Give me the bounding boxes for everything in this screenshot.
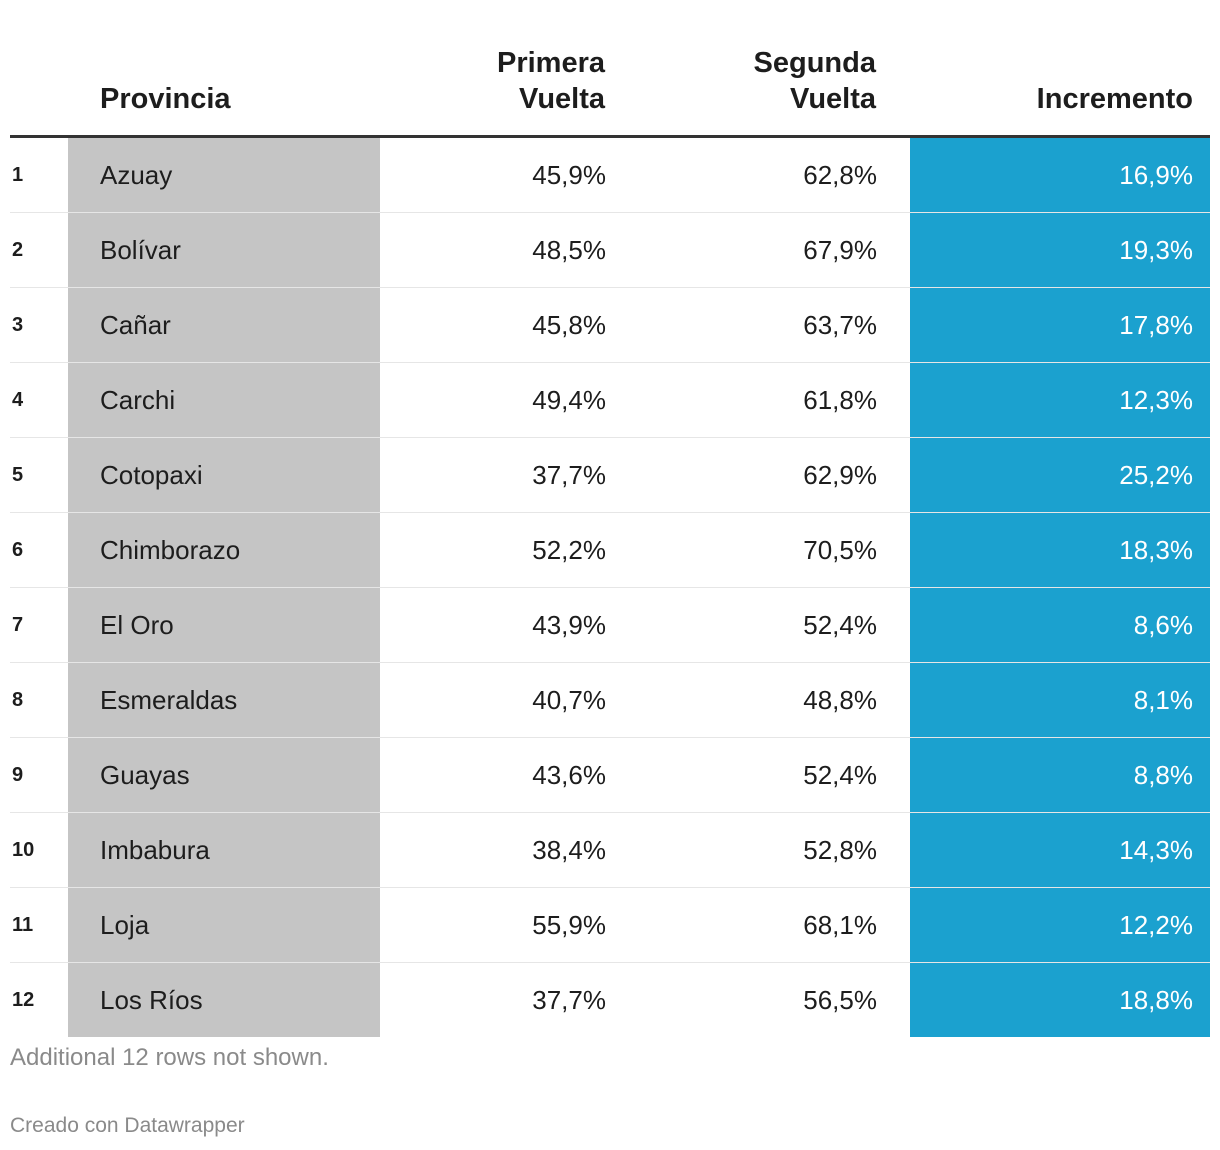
primera-vuelta-cell: 55,9% xyxy=(532,909,606,940)
segunda-vuelta-cell: 52,4% xyxy=(803,609,877,640)
primera-vuelta-cell: 37,7% xyxy=(532,984,606,1015)
provincia-cell: Imbabura xyxy=(68,813,380,887)
provincia-cell: Loja xyxy=(68,888,380,962)
table-row: 3 Cañar 45,8% 63,7% 17,8% xyxy=(10,288,1210,363)
incremento-cell: 8,8% xyxy=(910,738,1210,812)
table-row: 2 Bolívar 48,5% 67,9% 19,3% xyxy=(10,213,1210,288)
header-primera-line2: Vuelta xyxy=(519,83,605,115)
provincia-cell: Los Ríos xyxy=(68,963,380,1037)
table-row: 8 Esmeraldas 40,7% 48,8% 8,1% xyxy=(10,663,1210,738)
provincia-cell: Bolívar xyxy=(68,213,380,287)
table-row: 11 Loja 55,9% 68,1% 12,2% xyxy=(10,888,1210,963)
incremento-cell: 17,8% xyxy=(910,288,1210,362)
datawrapper-credit[interactable]: Creado con Datawrapper xyxy=(10,1114,245,1137)
rank-cell: 12 xyxy=(12,988,35,1011)
incremento-cell: 8,1% xyxy=(910,663,1210,737)
incremento-cell: 12,3% xyxy=(910,363,1210,437)
table-row: 4 Carchi 49,4% 61,8% 12,3% xyxy=(10,363,1210,438)
provincia-cell: Esmeraldas xyxy=(68,663,380,737)
provincia-cell: Cotopaxi xyxy=(68,438,380,512)
primera-vuelta-cell: 43,9% xyxy=(532,609,606,640)
segunda-vuelta-cell: 52,8% xyxy=(803,834,877,865)
header-primera-vuelta: Primera Vuelta xyxy=(497,45,605,117)
table-body: 1 Azuay 45,9% 62,8% 16,9% 2 Bolívar 48,5% 67,9% 1… xyxy=(10,138,1210,1037)
provincia-cell: El Oro xyxy=(68,588,380,662)
rank-cell: 8 xyxy=(12,688,24,711)
header-provincia: Provincia xyxy=(100,83,231,115)
rank-cell: 9 xyxy=(12,763,24,786)
header-incremento: Incremento xyxy=(1036,83,1193,115)
incremento-cell: 18,8% xyxy=(910,963,1210,1037)
provincia-cell: Chimborazo xyxy=(68,513,380,587)
incremento-cell: 8,6% xyxy=(910,588,1210,662)
incremento-cell: 12,2% xyxy=(910,888,1210,962)
primera-vuelta-cell: 38,4% xyxy=(532,834,606,865)
primera-vuelta-cell: 49,4% xyxy=(532,384,606,415)
table-row: 10 Imbabura 38,4% 52,8% 14,3% xyxy=(10,813,1210,888)
data-table: Provincia Primera Vuelta Segunda Vuelta … xyxy=(10,40,1210,1037)
incremento-cell: 18,3% xyxy=(910,513,1210,587)
provincia-cell: Azuay xyxy=(68,138,380,212)
header-segunda-line2: Vuelta xyxy=(790,83,876,115)
table-row: 12 Los Ríos 37,7% 56,5% 18,8% xyxy=(10,963,1210,1037)
rank-cell: 10 xyxy=(12,838,35,861)
table-row: 1 Azuay 45,9% 62,8% 16,9% xyxy=(10,138,1210,213)
incremento-cell: 16,9% xyxy=(910,138,1210,212)
header-segunda-line1: Segunda xyxy=(753,47,876,79)
rank-cell: 2 xyxy=(12,238,24,261)
segunda-vuelta-cell: 62,9% xyxy=(803,459,877,490)
segunda-vuelta-cell: 61,8% xyxy=(803,384,877,415)
primera-vuelta-cell: 40,7% xyxy=(532,684,606,715)
header-segunda-vuelta: Segunda Vuelta xyxy=(754,45,876,117)
provincia-cell: Guayas xyxy=(68,738,380,812)
rank-cell: 4 xyxy=(12,388,24,411)
table-row: 6 Chimborazo 52,2% 70,5% 18,3% xyxy=(10,513,1210,588)
table-row: 5 Cotopaxi 37,7% 62,9% 25,2% xyxy=(10,438,1210,513)
rank-cell: 11 xyxy=(12,913,34,936)
provincia-cell: Cañar xyxy=(68,288,380,362)
incremento-cell: 19,3% xyxy=(910,213,1210,287)
incremento-cell: 14,3% xyxy=(910,813,1210,887)
segunda-vuelta-cell: 48,8% xyxy=(803,684,877,715)
rank-cell: 3 xyxy=(12,313,24,336)
segunda-vuelta-cell: 62,8% xyxy=(803,159,877,190)
rank-cell: 5 xyxy=(12,463,24,486)
segunda-vuelta-cell: 70,5% xyxy=(803,534,877,565)
segunda-vuelta-cell: 63,7% xyxy=(803,309,877,340)
rows-not-shown-note: Additional 12 rows not shown. xyxy=(10,1044,329,1071)
primera-vuelta-cell: 45,8% xyxy=(532,309,606,340)
segunda-vuelta-cell: 67,9% xyxy=(803,234,877,265)
incremento-cell: 25,2% xyxy=(910,438,1210,512)
table-row: 9 Guayas 43,6% 52,4% 8,8% xyxy=(10,738,1210,813)
rank-cell: 7 xyxy=(12,613,24,636)
primera-vuelta-cell: 48,5% xyxy=(532,234,606,265)
primera-vuelta-cell: 52,2% xyxy=(532,534,606,565)
header-primera-line1: Primera xyxy=(496,47,605,79)
primera-vuelta-cell: 37,7% xyxy=(532,459,606,490)
table-header: Provincia Primera Vuelta Segunda Vuelta … xyxy=(10,40,1210,138)
provincia-cell: Carchi xyxy=(68,363,380,437)
primera-vuelta-cell: 45,9% xyxy=(532,159,606,190)
segunda-vuelta-cell: 52,4% xyxy=(803,759,877,790)
segunda-vuelta-cell: 68,1% xyxy=(803,909,877,940)
table-row: 7 El Oro 43,9% 52,4% 8,6% xyxy=(10,588,1210,663)
rank-cell: 1 xyxy=(12,163,24,186)
segunda-vuelta-cell: 56,5% xyxy=(803,984,877,1015)
primera-vuelta-cell: 43,6% xyxy=(532,759,606,790)
rank-cell: 6 xyxy=(12,538,24,561)
